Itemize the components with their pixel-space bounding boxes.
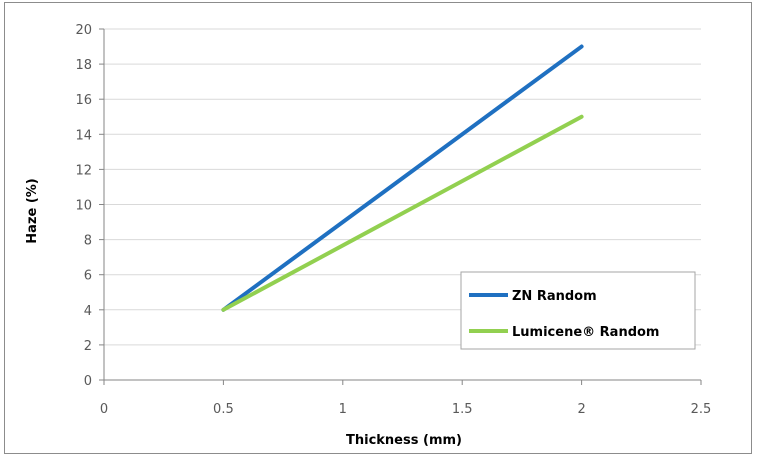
x-tick-labels: 0 0.5 1 1.5 2 2.5: [100, 402, 711, 417]
x-tick-label: 1.5: [452, 402, 473, 417]
x-axis-title: Thickness (mm): [346, 433, 462, 448]
series-lines: [221, 44, 584, 312]
y-tick-labels: 0 2 4 6 8 10 12 14 16 18 20: [75, 23, 92, 389]
x-tick-label: 2: [577, 402, 585, 417]
y-tick-label: 2: [84, 339, 92, 354]
y-tick-label: 0: [84, 374, 92, 389]
legend: ZN Random Lumicene® Random: [460, 271, 696, 350]
x-tick-label: 2.5: [691, 402, 712, 417]
y-axis-title: Haze (%): [25, 178, 40, 243]
y-tick-label: 18: [75, 58, 92, 73]
y-tick-label: 10: [75, 199, 92, 214]
series-line-lumicene-random: [221, 114, 584, 312]
y-tick-label: 6: [84, 269, 92, 284]
axes: [99, 28, 702, 385]
y-tick-label: 16: [75, 93, 92, 108]
series-line-zn-random: [221, 44, 584, 312]
y-tick-label: 12: [75, 163, 92, 178]
legend-label-zn-random: ZN Random: [512, 289, 597, 304]
x-tick-label: 0: [100, 402, 108, 417]
y-tick-label: 20: [75, 23, 92, 38]
legend-box: [460, 271, 696, 350]
y-tick-label: 14: [75, 128, 92, 143]
x-tick-label: 1: [339, 402, 347, 417]
y-tick-label: 8: [84, 234, 92, 249]
legend-label-lumicene-random: Lumicene® Random: [512, 325, 659, 340]
x-tick-label: 0.5: [213, 402, 234, 417]
y-tick-label: 4: [84, 304, 92, 319]
